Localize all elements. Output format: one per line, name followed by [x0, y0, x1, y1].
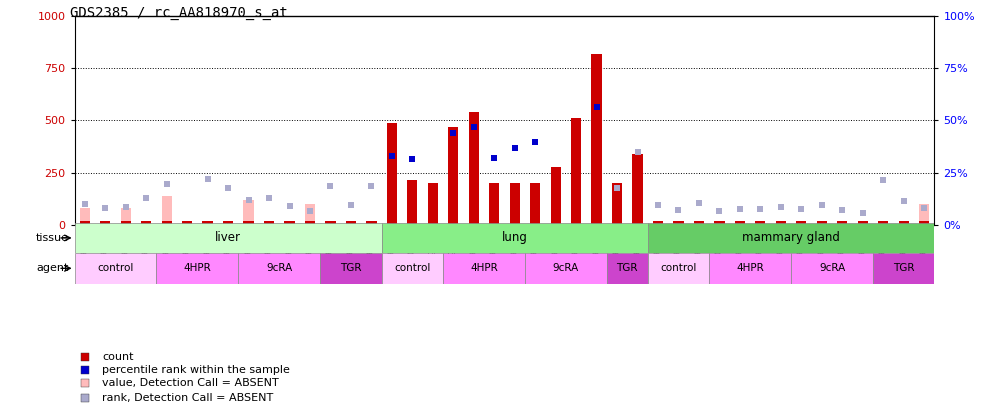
Bar — [239, 253, 320, 284]
Bar — [612, 183, 622, 225]
Text: TGR: TGR — [340, 263, 362, 273]
Bar — [510, 183, 520, 225]
Text: control: control — [97, 263, 133, 273]
Text: rank, Detection Call = ABSENT: rank, Detection Call = ABSENT — [102, 393, 273, 403]
Bar — [755, 221, 765, 225]
Text: percentile rank within the sample: percentile rank within the sample — [102, 365, 290, 375]
Bar — [591, 54, 601, 225]
Bar — [837, 221, 847, 225]
Text: 4HPR: 4HPR — [184, 263, 212, 273]
Bar — [346, 221, 356, 225]
Bar — [80, 221, 89, 225]
Bar — [408, 180, 417, 225]
Bar — [80, 208, 89, 225]
Bar — [325, 221, 336, 225]
Bar — [120, 221, 131, 225]
Bar — [858, 221, 868, 225]
Bar — [382, 253, 443, 284]
Bar — [284, 221, 294, 225]
Bar — [530, 183, 541, 225]
Text: 4HPR: 4HPR — [737, 263, 764, 273]
Bar — [648, 253, 709, 284]
Bar — [525, 253, 606, 284]
Bar — [162, 221, 172, 225]
Bar — [673, 221, 684, 225]
Bar — [264, 221, 274, 225]
Bar — [632, 154, 643, 225]
Bar — [75, 223, 382, 253]
Bar — [203, 221, 213, 225]
Bar — [156, 253, 239, 284]
Bar — [223, 221, 234, 225]
Text: control: control — [660, 263, 697, 273]
Bar — [382, 223, 648, 253]
Bar — [919, 204, 929, 225]
Text: 9cRA: 9cRA — [266, 263, 292, 273]
Bar — [182, 221, 192, 225]
Bar — [735, 221, 745, 225]
Bar — [715, 221, 725, 225]
Bar — [489, 183, 499, 225]
Bar — [489, 188, 499, 225]
Text: mammary gland: mammary gland — [743, 231, 840, 245]
Bar — [162, 196, 172, 225]
Text: liver: liver — [215, 231, 242, 245]
Bar — [427, 183, 438, 225]
Bar — [244, 221, 253, 225]
Bar — [791, 253, 873, 284]
Bar — [648, 223, 934, 253]
Bar — [694, 221, 704, 225]
Bar — [817, 221, 827, 225]
Bar — [443, 253, 525, 284]
Bar — [873, 253, 934, 284]
Bar — [796, 221, 806, 225]
Bar — [571, 118, 581, 225]
Bar — [878, 221, 889, 225]
Bar — [551, 167, 561, 225]
Bar — [387, 123, 397, 225]
Bar — [244, 200, 253, 225]
Text: lung: lung — [502, 231, 528, 245]
Bar — [653, 221, 663, 225]
Bar — [468, 112, 479, 225]
Text: TGR: TGR — [893, 263, 914, 273]
Bar — [75, 253, 156, 284]
Text: tissue: tissue — [36, 233, 69, 243]
Bar — [120, 208, 131, 225]
Text: GDS2385 / rc_AA818970_s_at: GDS2385 / rc_AA818970_s_at — [70, 6, 287, 20]
Bar — [366, 221, 377, 225]
Bar — [919, 221, 929, 225]
Text: control: control — [395, 263, 430, 273]
Text: 9cRA: 9cRA — [819, 263, 845, 273]
Bar — [320, 253, 382, 284]
Bar — [305, 221, 315, 225]
Bar — [100, 221, 110, 225]
Text: agent: agent — [36, 263, 69, 273]
Bar — [606, 253, 648, 284]
Bar — [448, 127, 458, 225]
Bar — [709, 253, 791, 284]
Bar — [305, 204, 315, 225]
Bar — [899, 221, 909, 225]
Text: 9cRA: 9cRA — [553, 263, 579, 273]
Text: count: count — [102, 352, 133, 362]
Text: 4HPR: 4HPR — [470, 263, 498, 273]
Text: TGR: TGR — [616, 263, 638, 273]
Bar — [775, 221, 786, 225]
Bar — [141, 221, 151, 225]
Text: value, Detection Call = ABSENT: value, Detection Call = ABSENT — [102, 378, 278, 388]
